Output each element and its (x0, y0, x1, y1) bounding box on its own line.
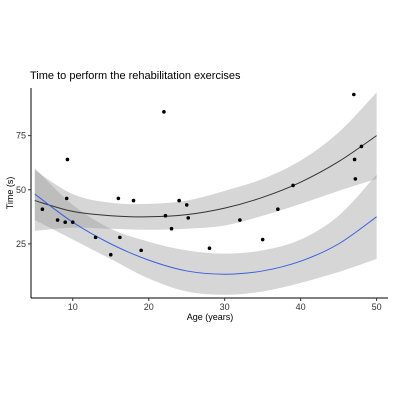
confidence-bands (34, 92, 377, 295)
data-point-22 (276, 207, 280, 212)
fit-line-1 (34, 135, 377, 218)
x-axis-title: Age (years) (187, 312, 234, 322)
data-point-7 (93, 235, 98, 240)
data-point-9 (116, 196, 121, 201)
data-point-8 (108, 252, 113, 257)
y-tick-label: 75 (16, 131, 26, 141)
data-point-12 (139, 248, 143, 253)
data-point-25 (352, 157, 357, 162)
y-tick-label: 50 (16, 185, 26, 195)
data-points (40, 92, 364, 257)
data-point-16 (177, 198, 181, 203)
y-axis-title: Time (s) (5, 177, 15, 210)
data-point-23 (291, 183, 295, 188)
x-tick-label: 30 (220, 302, 230, 312)
data-point-10 (118, 235, 122, 240)
data-point-17 (184, 203, 189, 207)
fit-line-2 (34, 193, 377, 275)
x-tick-label: 40 (296, 302, 306, 312)
y-axis-ticks: 25 50 75 (16, 131, 31, 249)
data-point-24 (352, 92, 356, 97)
x-tick-label: 10 (68, 302, 78, 312)
fit-lines (34, 135, 377, 275)
data-point-26 (353, 177, 358, 181)
y-tick-label: 25 (16, 239, 26, 249)
x-tick-label: 50 (372, 302, 382, 312)
data-point-15 (169, 226, 174, 231)
chart-title: Time to perform the rehabilitation exerc… (30, 70, 241, 82)
data-point-20 (238, 218, 242, 222)
confidence-band-1 (34, 92, 377, 231)
data-point-21 (260, 237, 265, 242)
x-axis-ticks: 10 20 30 40 50 (68, 298, 382, 312)
data-point-2 (55, 218, 60, 222)
data-point-19 (207, 246, 212, 251)
x-tick-label: 20 (144, 302, 154, 312)
data-point-6 (70, 220, 75, 225)
data-point-13 (162, 110, 166, 114)
data-point-1 (40, 207, 45, 212)
data-point-3 (63, 220, 67, 225)
data-point-4 (64, 196, 69, 201)
data-point-11 (131, 198, 136, 203)
data-point-5 (65, 157, 70, 162)
data-point-27 (359, 144, 364, 149)
data-point-14 (163, 213, 168, 218)
data-point-18 (186, 216, 191, 220)
confidence-band-2 (34, 168, 377, 295)
